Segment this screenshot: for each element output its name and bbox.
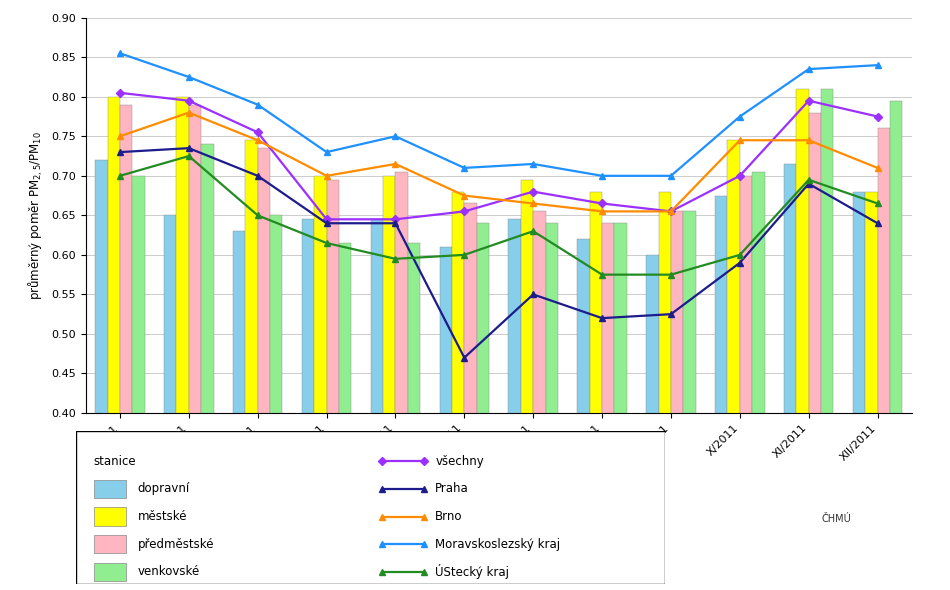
Bar — [440, 247, 452, 590]
Text: stanice: stanice — [94, 455, 136, 468]
Bar — [302, 219, 314, 590]
Bar — [740, 176, 752, 590]
Bar — [314, 176, 327, 590]
FancyBboxPatch shape — [94, 507, 126, 526]
Bar — [189, 104, 201, 590]
Bar — [890, 101, 902, 590]
Bar — [658, 192, 671, 590]
Text: městské: městské — [138, 510, 187, 523]
Bar — [270, 215, 282, 590]
Text: všechny: všechny — [435, 455, 484, 468]
Text: ÚStecký kraj: ÚStecký kraj — [435, 564, 509, 579]
Bar — [452, 192, 465, 590]
Bar — [878, 129, 890, 590]
Bar — [752, 172, 765, 590]
Bar — [646, 255, 658, 590]
Bar — [120, 104, 132, 590]
Bar — [865, 192, 878, 590]
Bar — [671, 211, 683, 590]
Bar — [245, 140, 257, 590]
Bar — [465, 204, 477, 590]
Text: Moravskoslezský kraj: Moravskoslezský kraj — [435, 537, 560, 550]
Bar — [107, 97, 120, 590]
FancyBboxPatch shape — [94, 480, 126, 498]
Bar — [233, 231, 245, 590]
Text: dopravní: dopravní — [138, 483, 190, 496]
Bar — [95, 160, 107, 590]
Bar — [164, 215, 177, 590]
Bar — [590, 192, 602, 590]
Bar — [370, 219, 383, 590]
Bar — [715, 196, 728, 590]
Bar — [615, 223, 627, 590]
Text: Brno: Brno — [435, 510, 463, 523]
Bar — [784, 164, 796, 590]
Bar — [683, 211, 695, 590]
Bar — [533, 211, 545, 590]
Y-axis label: průměrný poměr PM$_{2,5}$/PM$_{10}$: průměrný poměr PM$_{2,5}$/PM$_{10}$ — [28, 131, 46, 300]
Text: venkovské: venkovské — [138, 565, 200, 578]
Bar — [728, 140, 740, 590]
Bar — [201, 144, 214, 590]
Bar — [578, 239, 590, 590]
Bar — [177, 97, 189, 590]
FancyBboxPatch shape — [94, 563, 126, 581]
Bar — [395, 172, 408, 590]
FancyBboxPatch shape — [94, 535, 126, 553]
Bar — [327, 180, 339, 590]
Text: předměstské: předměstské — [138, 537, 215, 550]
Bar — [408, 243, 420, 590]
Bar — [545, 223, 558, 590]
Text: Praha: Praha — [435, 483, 469, 496]
Bar — [257, 148, 270, 590]
Bar — [821, 89, 833, 590]
Bar — [132, 176, 144, 590]
Text: ČHMÚ: ČHMÚ — [821, 514, 851, 524]
Bar — [602, 223, 615, 590]
Bar — [853, 192, 865, 590]
Bar — [508, 219, 521, 590]
FancyBboxPatch shape — [76, 431, 665, 584]
Bar — [383, 176, 395, 590]
Bar — [339, 243, 352, 590]
Bar — [796, 89, 808, 590]
Bar — [521, 180, 533, 590]
Bar — [477, 223, 489, 590]
Bar — [808, 113, 821, 590]
